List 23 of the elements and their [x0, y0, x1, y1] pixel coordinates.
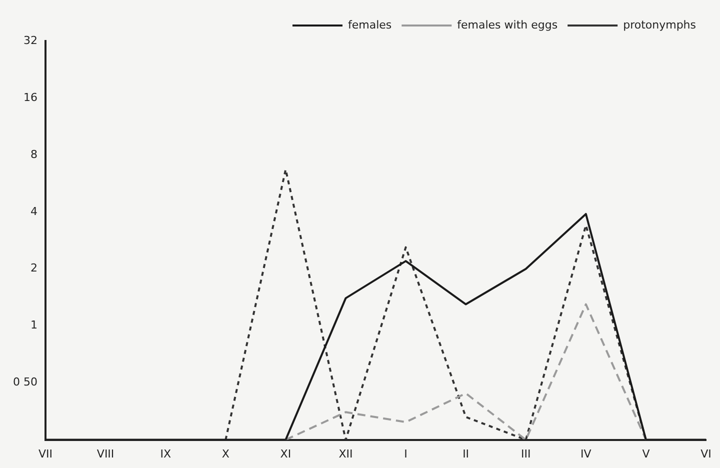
- x-tick-label: IV: [580, 447, 592, 460]
- legend-label: females with eggs: [457, 18, 558, 32]
- x-tick-label: VII: [38, 447, 52, 460]
- x-tick-label: XII: [338, 447, 353, 460]
- x-tick-label: VIII: [96, 447, 114, 460]
- x-tick-label: III: [520, 447, 531, 460]
- y-tick-label: 0 50: [12, 376, 38, 389]
- x-tick-label: II: [462, 447, 470, 460]
- y-tick-label: 32: [23, 34, 38, 47]
- x-tick-label: I: [404, 447, 408, 460]
- legend-label: females: [348, 18, 392, 32]
- line-series: [284, 303, 647, 440]
- y-tick-label: 2: [30, 262, 38, 275]
- x-tick-label: IX: [160, 447, 172, 460]
- x-tick-label: XI: [280, 447, 292, 460]
- x-tick-label: X: [222, 447, 230, 460]
- x-tick-label: VI: [700, 447, 712, 460]
- y-tick-label: 4: [30, 204, 38, 218]
- y-tick-label: 1: [30, 318, 38, 332]
- y-tick-label: 16: [23, 90, 38, 104]
- y-tick-label: 8: [30, 148, 38, 161]
- legend-label: protonymphs: [623, 18, 696, 32]
- x-tick-label: V: [642, 447, 650, 460]
